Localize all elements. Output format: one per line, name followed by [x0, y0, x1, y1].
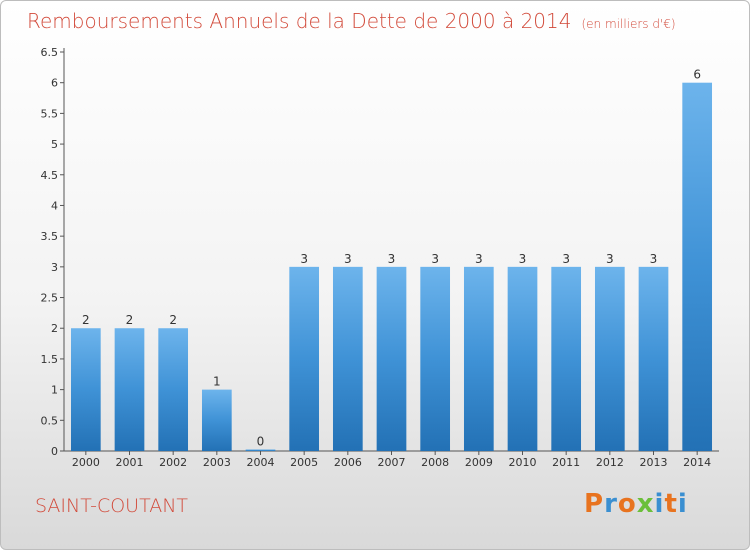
bar-value-label: 3 — [519, 252, 527, 266]
y-tick-label: 4 — [51, 199, 58, 212]
logo-letter: r — [604, 489, 618, 519]
bar-value-label: 3 — [562, 252, 570, 266]
bar-value-label: 3 — [344, 252, 352, 266]
x-tick-label: 2007 — [378, 456, 406, 469]
y-tick-label: 6.5 — [41, 46, 59, 59]
y-tick-label: 2.5 — [41, 292, 59, 305]
y-tick-label: 6 — [51, 77, 58, 90]
y-tick-label: 0 — [51, 445, 58, 458]
commune-name: SAINT-COUTANT — [35, 495, 189, 517]
chart-title-text: Remboursements Annuels de la Dette de 20… — [27, 9, 572, 33]
bar-value-label: 2 — [126, 313, 134, 327]
chart-title: Remboursements Annuels de la Dette de 20… — [27, 9, 676, 33]
y-tick-label: 0.5 — [41, 414, 59, 427]
x-tick-label: 2010 — [509, 456, 537, 469]
logo-letter: x — [636, 489, 655, 519]
bar — [70, 328, 101, 451]
y-tick-label: 3 — [51, 261, 58, 274]
bar — [289, 266, 320, 451]
x-tick-label: 2000 — [72, 456, 100, 469]
x-tick-label: 2001 — [116, 456, 144, 469]
x-tick-label: 2012 — [596, 456, 624, 469]
x-tick-label: 2003 — [203, 456, 231, 469]
bar-value-label: 3 — [300, 252, 308, 266]
bar — [201, 389, 232, 451]
bar-value-label: 3 — [431, 252, 439, 266]
bar — [245, 449, 276, 451]
bar-value-label: 3 — [650, 252, 658, 266]
y-tick-label: 3.5 — [41, 230, 59, 243]
y-tick-label: 4.5 — [41, 169, 59, 182]
y-tick-label: 2 — [51, 322, 58, 335]
bar-value-label: 3 — [475, 252, 483, 266]
x-tick-label: 2006 — [334, 456, 362, 469]
bar — [158, 328, 189, 451]
x-tick-label: 2004 — [247, 456, 275, 469]
bar — [332, 266, 363, 451]
bar — [682, 82, 713, 451]
logo-letter: i — [654, 489, 665, 519]
bar — [594, 266, 625, 451]
proxiti-logo: Proxiti — [584, 489, 688, 519]
x-tick-label: 2014 — [683, 456, 711, 469]
bar — [420, 266, 451, 451]
logo-letter: i — [677, 489, 688, 519]
x-tick-label: 2002 — [159, 456, 187, 469]
x-tick-label: 2009 — [465, 456, 493, 469]
bar — [463, 266, 494, 451]
bar-value-label: 2 — [82, 313, 90, 327]
bar — [551, 266, 582, 451]
bar-value-label: 1 — [213, 375, 221, 389]
bar — [376, 266, 407, 451]
x-tick-label: 2008 — [421, 456, 449, 469]
x-tick-label: 2011 — [552, 456, 580, 469]
bar-value-label: 3 — [606, 252, 614, 266]
bar — [638, 266, 669, 451]
bar-value-label: 0 — [257, 435, 265, 449]
bar-value-label: 3 — [388, 252, 396, 266]
bar-value-label: 2 — [169, 313, 177, 327]
y-tick-label: 5.5 — [41, 107, 59, 120]
x-tick-label: 2005 — [290, 456, 318, 469]
y-tick-label: 5 — [51, 138, 58, 151]
bar — [114, 328, 145, 451]
bar — [507, 266, 538, 451]
logo-letter: o — [617, 489, 637, 519]
bar-value-label: 6 — [693, 68, 701, 82]
y-tick-label: 1.5 — [41, 353, 59, 366]
logo-letter: t — [664, 489, 678, 519]
logo-letter: P — [584, 489, 605, 519]
y-tick-label: 1 — [51, 384, 58, 397]
x-tick-label: 2013 — [640, 456, 668, 469]
chart-unit: (en milliers d'€) — [581, 17, 676, 31]
